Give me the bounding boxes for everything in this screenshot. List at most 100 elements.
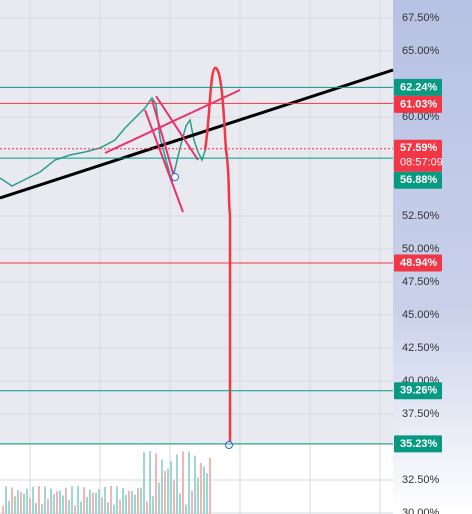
anchor-point bbox=[225, 441, 233, 449]
level-label-box bbox=[394, 254, 442, 272]
volume-bar bbox=[68, 500, 70, 514]
level-label-box bbox=[394, 139, 442, 172]
volume-bar bbox=[134, 494, 136, 514]
y-tick-label: 52.50% bbox=[402, 210, 440, 222]
y-tick-label: 37.50% bbox=[402, 408, 440, 420]
volume-bar bbox=[44, 486, 46, 514]
level-label-box bbox=[394, 78, 442, 96]
volume-bar bbox=[155, 453, 157, 514]
volume-bar bbox=[131, 491, 133, 514]
volume-bar bbox=[38, 486, 40, 514]
level-label-box bbox=[394, 435, 442, 453]
volume-bar bbox=[119, 499, 121, 514]
volume-bar bbox=[20, 492, 22, 514]
volume-bar bbox=[77, 486, 79, 514]
volume-bar bbox=[203, 466, 205, 514]
volume-bar bbox=[86, 496, 88, 514]
volume-bar bbox=[98, 489, 100, 514]
volume-bar bbox=[92, 492, 94, 514]
volume-bar bbox=[185, 504, 187, 514]
volume-bar bbox=[65, 487, 67, 514]
volume-bar bbox=[62, 495, 64, 514]
volume-bar bbox=[170, 461, 172, 514]
vertical-grid bbox=[29, 0, 381, 514]
volume-bar bbox=[56, 491, 58, 514]
volume-bar bbox=[17, 490, 19, 514]
volume-bar bbox=[125, 494, 127, 514]
volume-bar bbox=[110, 486, 112, 514]
pink-drawings bbox=[104, 89, 241, 213]
volume-bar bbox=[50, 488, 52, 514]
volume-bar bbox=[182, 451, 184, 514]
volume-bar bbox=[149, 451, 151, 514]
countdown: 08:57:09 bbox=[400, 157, 443, 169]
volume-bar bbox=[167, 468, 169, 514]
volume-bar bbox=[116, 486, 118, 514]
volume-bar bbox=[35, 503, 37, 514]
level-label: 62.24% bbox=[400, 81, 438, 93]
volume-bar bbox=[200, 463, 202, 514]
volume-bar bbox=[8, 500, 10, 514]
volume-bar bbox=[14, 496, 16, 514]
volume-bar bbox=[95, 493, 97, 514]
volume-bar bbox=[137, 488, 139, 514]
volume-bar bbox=[26, 488, 28, 514]
volume-bar bbox=[173, 480, 175, 514]
volume-bar bbox=[53, 494, 55, 514]
volume-bar bbox=[47, 498, 49, 514]
levels bbox=[0, 86, 393, 445]
y-tick-label: 50.00% bbox=[402, 243, 440, 255]
volume-bar bbox=[83, 487, 85, 514]
level-label: 39.26% bbox=[400, 385, 438, 397]
level-label: 57.59% bbox=[400, 142, 438, 154]
volume-bar bbox=[89, 489, 91, 514]
volume-bar bbox=[5, 486, 7, 514]
level-label-box bbox=[394, 382, 442, 400]
volume-bar bbox=[194, 455, 196, 514]
volume-bar bbox=[101, 497, 103, 514]
volume-bar bbox=[29, 498, 31, 514]
volume-bar bbox=[11, 487, 13, 514]
volume-bar bbox=[158, 482, 160, 514]
anchor-point bbox=[171, 173, 179, 181]
volume-bar bbox=[140, 487, 142, 514]
y-tick-label: 42.50% bbox=[402, 342, 440, 354]
volume-bar bbox=[197, 477, 199, 514]
volume-bar bbox=[23, 493, 25, 514]
level-label: 61.03% bbox=[400, 98, 438, 110]
volume-bar bbox=[191, 490, 193, 514]
volume-bar bbox=[80, 501, 82, 514]
grid bbox=[0, 17, 393, 514]
volume-bar bbox=[74, 505, 76, 514]
volume-bar bbox=[179, 493, 181, 514]
price-line bbox=[0, 96, 207, 187]
volume-bar bbox=[188, 451, 190, 514]
volume-bar bbox=[152, 496, 154, 514]
level-label-box bbox=[394, 171, 442, 189]
volume-bar bbox=[176, 454, 178, 514]
y-tick-label: 60.00% bbox=[402, 111, 440, 123]
volume-bar bbox=[209, 457, 211, 514]
projection-path bbox=[203, 66, 232, 444]
volume-bar bbox=[143, 452, 145, 514]
y-tick-label: 67.50% bbox=[402, 12, 440, 24]
level-label: 48.94% bbox=[400, 257, 438, 269]
volume-bar bbox=[206, 473, 208, 514]
level-label-box bbox=[394, 95, 442, 113]
volume-bar bbox=[113, 504, 115, 514]
volume-bar bbox=[2, 506, 4, 514]
level-label: 35.23% bbox=[400, 438, 438, 450]
trend-line bbox=[0, 68, 394, 200]
pane-background bbox=[0, 0, 393, 445]
volume-bar bbox=[122, 488, 124, 514]
volume-bar bbox=[128, 490, 130, 514]
volume-bar bbox=[104, 487, 106, 514]
y-tick-label: 45.00% bbox=[402, 309, 440, 321]
volume-bar bbox=[161, 459, 163, 514]
volume-bar bbox=[32, 486, 34, 514]
volume bbox=[2, 451, 211, 514]
volume-bar bbox=[71, 486, 73, 514]
volume-bar bbox=[59, 490, 61, 514]
level-label: 56.88% bbox=[400, 174, 438, 186]
